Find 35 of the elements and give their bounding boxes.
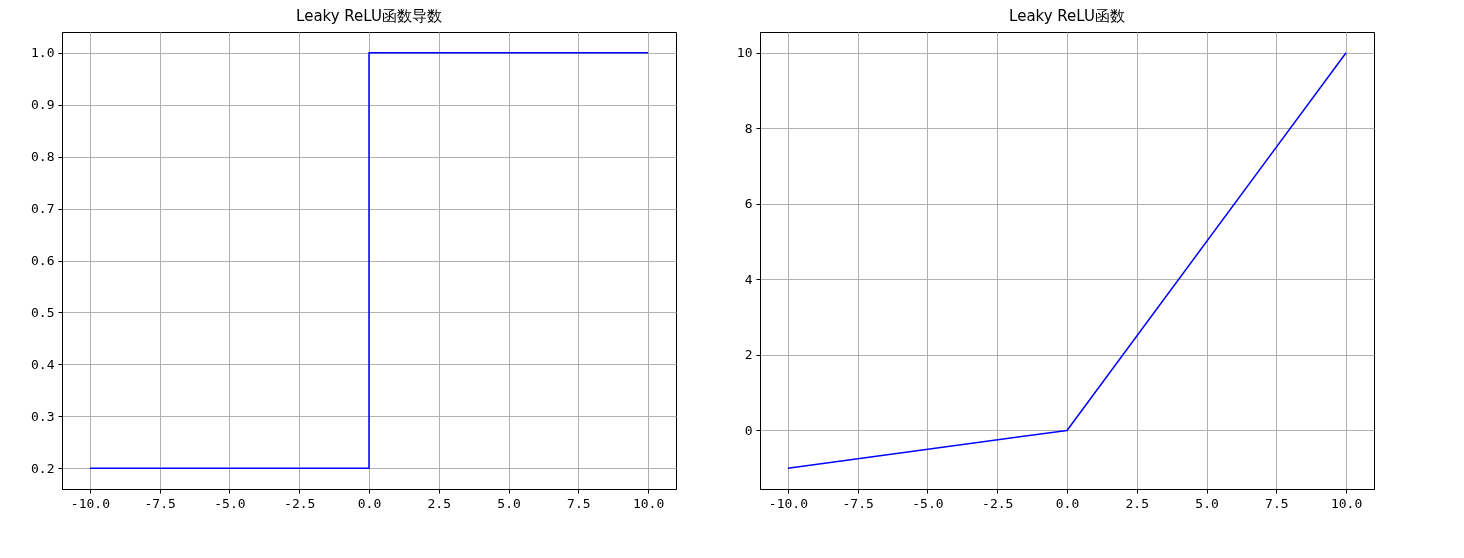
y-tick-label: 0 xyxy=(744,422,753,438)
x-tick-label: 2.5 xyxy=(1125,495,1150,511)
x-tick-label: -10.0 xyxy=(768,495,808,511)
x-tick-label: -7.5 xyxy=(144,495,176,511)
y-tick-label: 2 xyxy=(744,347,753,363)
x-tick-label: 0.0 xyxy=(1055,495,1080,511)
chart-title: Leaky ReLU函数 xyxy=(1009,7,1125,25)
y-tick-label: 0.6 xyxy=(31,253,55,268)
y-tick-label: 0.3 xyxy=(31,408,55,424)
y-tick-label: 6 xyxy=(744,196,753,212)
x-tick-label: -10.0 xyxy=(70,495,110,511)
y-tick-label: 8 xyxy=(744,120,753,136)
y-tick-label: 0.8 xyxy=(31,149,55,165)
y-tick-label: 0.5 xyxy=(31,304,55,320)
y-tick-label: 0.9 xyxy=(31,97,55,113)
x-tick-label: -5.0 xyxy=(214,495,246,511)
x-tick-label: 7.5 xyxy=(567,495,591,511)
x-tick-label: 10.0 xyxy=(1330,495,1363,511)
y-tick-label: 0.7 xyxy=(31,201,55,217)
x-tick-label: -5.0 xyxy=(912,495,944,511)
x-tick-label: 2.5 xyxy=(427,495,452,511)
y-tick-label: 0.4 xyxy=(31,356,55,372)
x-tick-label: 10.0 xyxy=(632,495,665,511)
x-tick-label: -7.5 xyxy=(842,495,874,511)
chart-title: Leaky ReLU函数导数 xyxy=(296,7,442,25)
x-tick-label: 5.0 xyxy=(497,495,521,511)
y-tick-label: 10 xyxy=(736,45,753,61)
x-tick-label: 0.0 xyxy=(357,495,382,511)
y-tick-label: 4 xyxy=(744,271,753,287)
x-tick-label: 7.5 xyxy=(1265,495,1289,511)
x-tick-label: -2.5 xyxy=(284,495,316,511)
y-tick-label: 0.2 xyxy=(31,460,55,476)
x-tick-label: 5.0 xyxy=(1195,495,1219,511)
y-tick-label: 1.0 xyxy=(31,45,55,61)
x-tick-label: -2.5 xyxy=(982,495,1014,511)
